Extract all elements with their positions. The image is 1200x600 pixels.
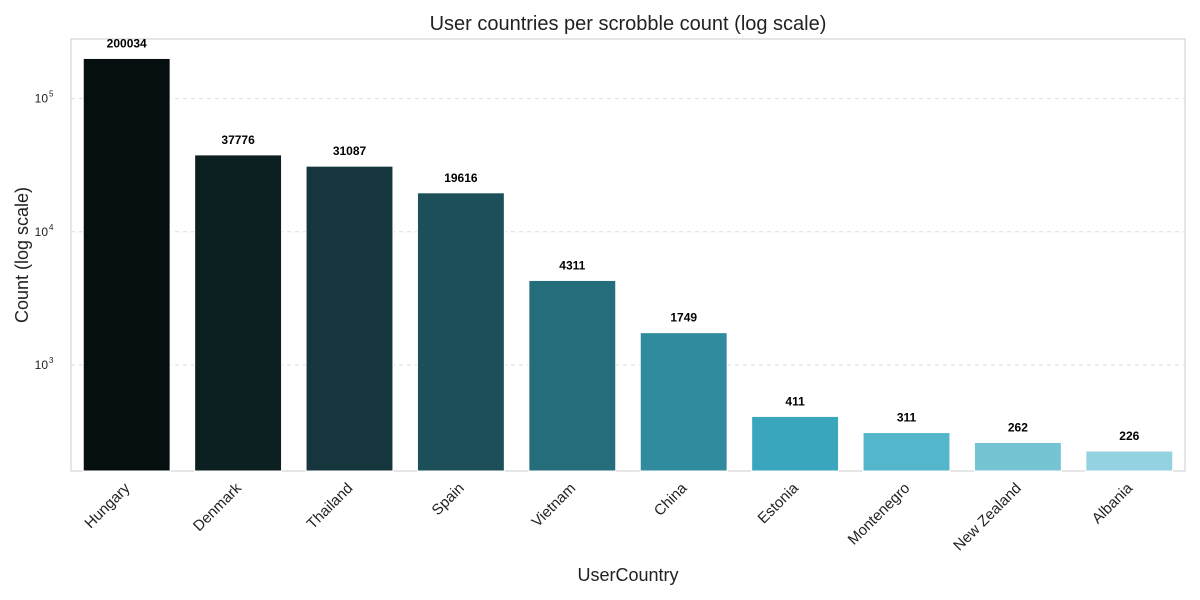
bar-vietnam [528,279,617,472]
bar-value-label: 311 [897,411,917,425]
y-tick-exponent: 4 [49,223,54,232]
x-tick-label: China [651,479,691,519]
bars-layer [82,57,1174,472]
bar-thailand [305,165,394,472]
x-tick-label: Albania [1089,479,1137,527]
bar-albania [1085,450,1174,472]
y-tick-exponent: 5 [49,90,54,99]
x-axis-label: UserCountry [577,565,678,585]
bar-new-zealand [973,441,1062,472]
bar-value-label: 411 [785,394,805,408]
bar-hungary [82,57,171,472]
bar-value-label: 4311 [559,258,585,272]
bar-value-label: 19616 [444,171,478,185]
x-tick-label: Thailand [304,480,357,533]
y-tick-exponent: 3 [49,356,54,365]
x-tick-label: Denmark [190,479,245,534]
bar-china [639,332,728,472]
bar-value-label: 226 [1119,429,1139,443]
x-tick-label: Montenegro [845,480,914,549]
x-tick-label: New Zealand [950,480,1025,555]
bar-estonia [751,415,840,472]
x-ticks-layer: Hungary Denmark Thailand Spain Vietnam China E… [81,479,1136,554]
x-tick-label: Estonia [755,479,803,527]
y-tick-label: 10 [35,225,49,239]
y-tick-label: 10 [35,92,49,106]
x-tick-label: Vietnam [528,480,579,531]
bar-spain [416,192,505,472]
bar-montenegro [862,432,951,472]
y-tick-label: 10 [35,358,49,372]
y-axis-label: Count (log scale) [12,187,32,323]
bar-value-label: 262 [1008,420,1028,434]
bar-denmark [194,154,283,472]
bar-value-label: 200034 [107,36,147,50]
bar-labels-layer: 200034 37776 31087 19616 4311 1749 411 311 262 22… [107,36,1140,443]
x-tick-label: Hungary [81,479,133,531]
bar-value-label: 1749 [670,311,697,325]
chart-title: User countries per scrobble count (log s… [430,13,827,35]
bar-value-label: 37776 [221,133,255,147]
plot-frame [70,38,1186,472]
x-tick-label: Spain [429,480,468,519]
bar-value-label: 31087 [333,144,367,158]
